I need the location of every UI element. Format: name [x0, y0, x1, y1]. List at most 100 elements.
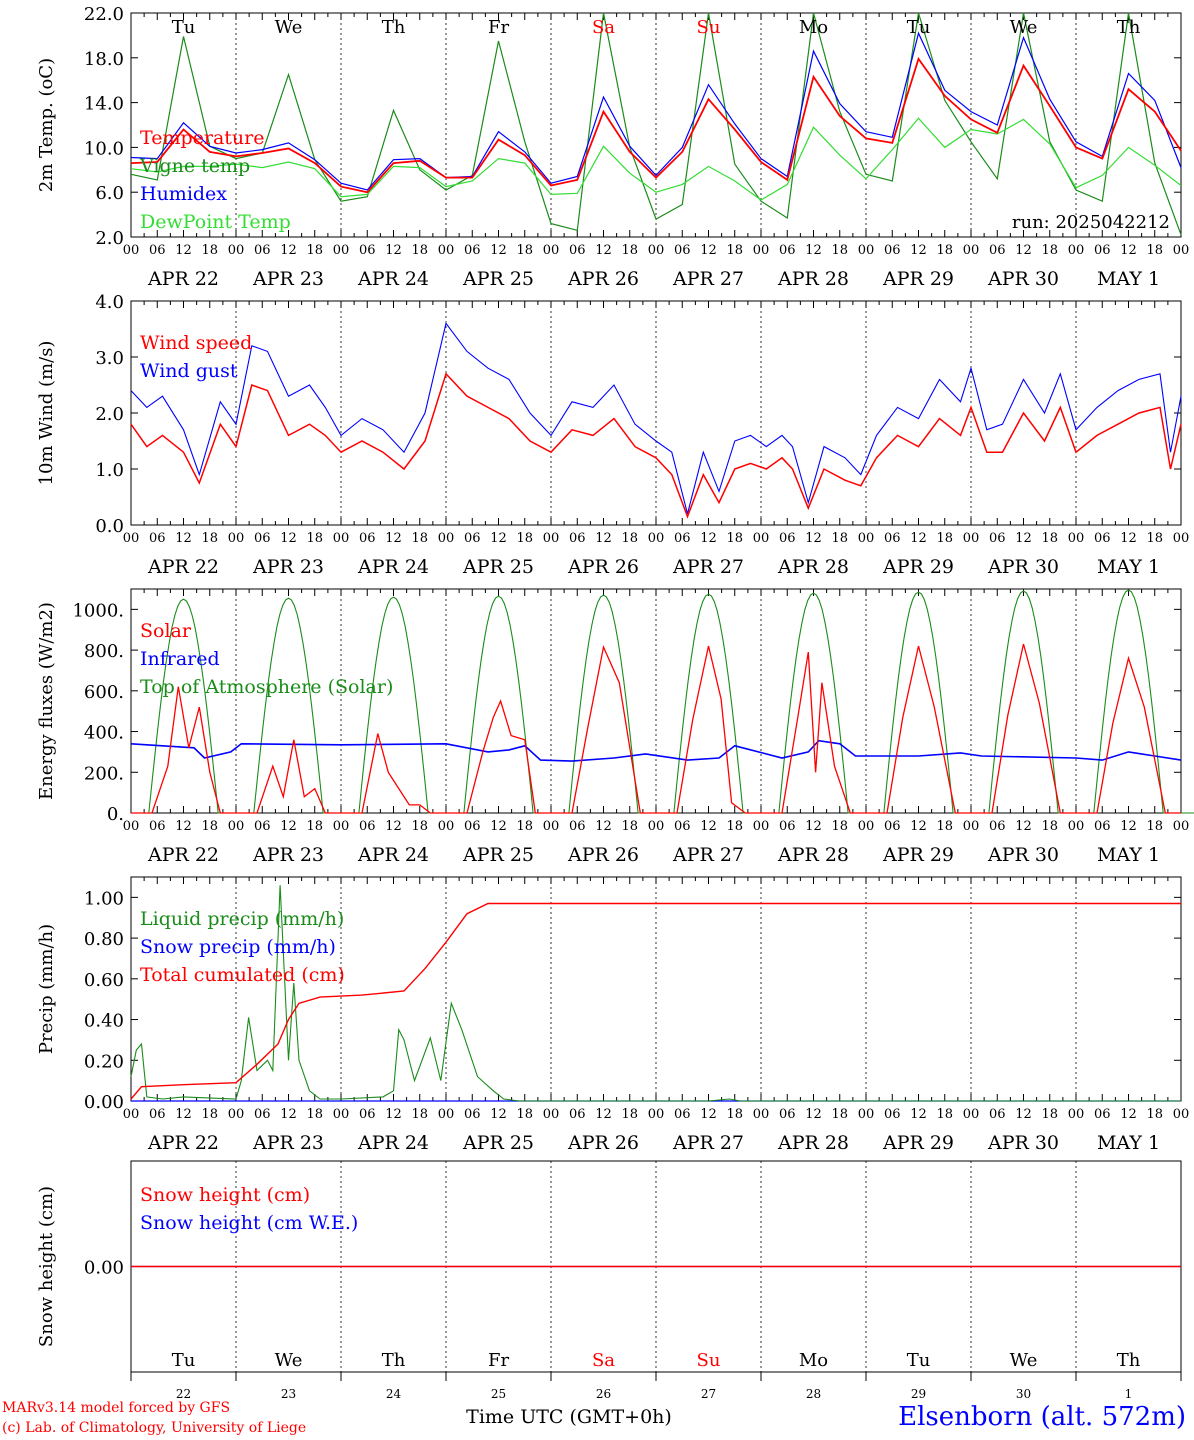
hour-label: 00 [438, 819, 455, 834]
hour-label: 00 [858, 819, 875, 834]
date-label: APR 23 [252, 1132, 324, 1154]
hour-label: 12 [1015, 1107, 1032, 1122]
hour-label: 00 [123, 1107, 140, 1122]
hour-label: 18 [1146, 531, 1163, 546]
hour-label: 00 [963, 243, 980, 258]
hour-label: 06 [989, 819, 1006, 834]
y-tick-label: 0.0 [95, 516, 124, 537]
hour-label: 18 [1146, 1107, 1163, 1122]
weekday-label: Tu [172, 1350, 196, 1371]
date-label: APR 26 [567, 1132, 639, 1154]
hour-label: 00 [333, 1107, 350, 1122]
hour-label: 06 [674, 531, 691, 546]
legend-humidex: Humidex [140, 183, 227, 205]
hour-label: 00 [648, 243, 665, 258]
legend-dewpoint-temp: DewPoint Temp [140, 211, 291, 233]
date-label: APR 28 [777, 268, 849, 290]
hour-label: 12 [280, 243, 297, 258]
legend-solar: Solar [140, 620, 192, 642]
hour-label: 00 [1068, 1107, 1085, 1122]
day-number-label: 26 [596, 1387, 611, 1401]
hour-label: 00 [228, 819, 245, 834]
hour-label: 12 [1015, 531, 1032, 546]
series-temperature [130, 56, 1182, 194]
hour-label: 06 [1094, 819, 1111, 834]
hour-label: 00 [858, 1107, 875, 1122]
hour-label: 12 [490, 531, 507, 546]
hour-label: 12 [595, 1107, 612, 1122]
date-label: APR 30 [987, 1132, 1059, 1154]
hour-label: 12 [385, 243, 402, 258]
hour-label: 12 [385, 819, 402, 834]
date-label: APR 29 [882, 556, 954, 578]
weekday-label: Su [697, 1350, 721, 1371]
weekday-label: Th [1117, 1350, 1141, 1371]
date-label: MAY 1 [1097, 556, 1160, 578]
day-number-label: 1 [1125, 1387, 1133, 1401]
weekday-label: Tu [907, 1350, 931, 1371]
weekday-label: Sa [592, 1350, 615, 1371]
weekday-label: Fr [488, 17, 509, 38]
hour-label: 12 [910, 531, 927, 546]
hour-label: 12 [1015, 243, 1032, 258]
hour-label: 00 [858, 243, 875, 258]
y-tick-label: 400. [84, 723, 124, 744]
series-infrared [130, 739, 1182, 762]
hour-label: 00 [1068, 819, 1085, 834]
hour-label: 12 [1120, 819, 1137, 834]
weekday-label: Su [697, 17, 721, 38]
y-tick-label: 600. [84, 682, 124, 703]
lab-credit: (c) Lab. of Climatology, University of L… [2, 1420, 307, 1436]
date-label: APR 26 [567, 268, 639, 290]
hour-label: 00 [648, 1107, 665, 1122]
day-number-label: 25 [491, 1387, 506, 1401]
hour-label: 12 [910, 243, 927, 258]
date-label: APR 28 [777, 556, 849, 578]
hour-label: 00 [1173, 531, 1190, 546]
hour-label: 18 [936, 1107, 953, 1122]
date-label: APR 22 [147, 556, 219, 578]
date-label: APR 30 [987, 268, 1059, 290]
hour-label: 00 [438, 243, 455, 258]
hour-label: 18 [831, 243, 848, 258]
hour-label: 06 [254, 243, 271, 258]
weekday-label: Mo [799, 1350, 828, 1371]
hour-label: 06 [464, 1107, 481, 1122]
date-label: APR 24 [357, 556, 429, 578]
hour-label: 12 [805, 819, 822, 834]
y-tick-label: 0.80 [84, 929, 124, 950]
date-label: APR 26 [567, 844, 639, 866]
hour-label: 06 [569, 819, 586, 834]
hour-label: 18 [831, 819, 848, 834]
hour-label: 00 [543, 819, 560, 834]
hour-label: 00 [753, 1107, 770, 1122]
hour-label: 06 [464, 531, 481, 546]
hour-label: 00 [228, 531, 245, 546]
date-label: APR 22 [147, 844, 219, 866]
y-tick-label: 18.0 [84, 49, 124, 70]
hour-label: 18 [726, 819, 743, 834]
y-tick-label: 0.40 [84, 1011, 124, 1032]
date-label: MAY 1 [1097, 268, 1160, 290]
series-top-of-atmosphere [148, 589, 1194, 814]
hour-label: 00 [438, 531, 455, 546]
hour-label: 00 [648, 531, 665, 546]
hour-label: 06 [884, 819, 901, 834]
hour-label: 06 [674, 1107, 691, 1122]
legend-temperature: Temperature [140, 127, 264, 149]
hour-label: 12 [490, 1107, 507, 1122]
hour-label: 06 [674, 819, 691, 834]
hour-label: 12 [385, 531, 402, 546]
hour-label: 12 [805, 531, 822, 546]
hour-label: 18 [306, 1107, 323, 1122]
hour-label: 00 [753, 243, 770, 258]
hour-label: 12 [700, 1107, 717, 1122]
hour-label: 06 [989, 243, 1006, 258]
hour-label: 00 [123, 243, 140, 258]
y-axis-title: 2m Temp. (oC) [36, 58, 57, 192]
hour-label: 06 [1094, 531, 1111, 546]
hour-label: 00 [753, 819, 770, 834]
run-annotation: run: 2025042212 [1012, 212, 1170, 233]
hour-label: 06 [359, 819, 376, 834]
